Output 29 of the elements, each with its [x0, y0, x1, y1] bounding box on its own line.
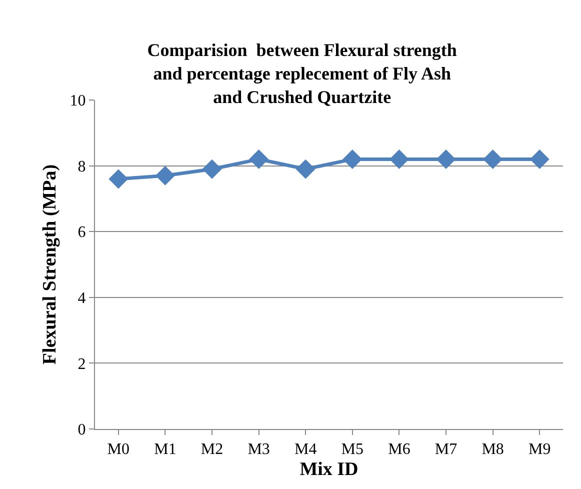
x-axis-title: Mix ID: [300, 459, 358, 480]
y-axis-title: Flexural Strength (MPa): [40, 164, 61, 365]
point: [155, 166, 175, 186]
y-tick-label: 8: [78, 158, 86, 176]
y-tick-label: 4: [78, 290, 86, 307]
x-tick-label: M8: [482, 441, 504, 458]
x-tick-label: M7: [434, 441, 458, 458]
x-tick-label: M3: [248, 441, 270, 458]
x-tick-label: M4: [294, 441, 317, 458]
point: [296, 159, 316, 179]
point: [389, 149, 409, 169]
point: [108, 169, 128, 189]
chart-title: Comparision between Flexural strength and percentage replecement of Fly Ash and Crushed Quartzite: [147, 40, 457, 108]
x-tick-label: M9: [528, 441, 551, 458]
y-tick-label: 10: [70, 92, 86, 110]
point: [249, 149, 269, 169]
x-tick-label: M5: [341, 441, 364, 458]
y-tick-label: 6: [78, 224, 86, 242]
point: [530, 149, 550, 169]
point: [202, 159, 222, 179]
x-tick-label: M0: [107, 441, 130, 458]
x-tick-label: M1: [154, 441, 176, 458]
point: [483, 149, 503, 169]
y-tick-label: 0: [78, 422, 86, 439]
point: [436, 149, 456, 169]
x-tick-label: M6: [388, 441, 410, 458]
y-tick-label: 2: [78, 356, 86, 373]
x-tick-label: M2: [200, 441, 224, 458]
point: [342, 149, 362, 169]
